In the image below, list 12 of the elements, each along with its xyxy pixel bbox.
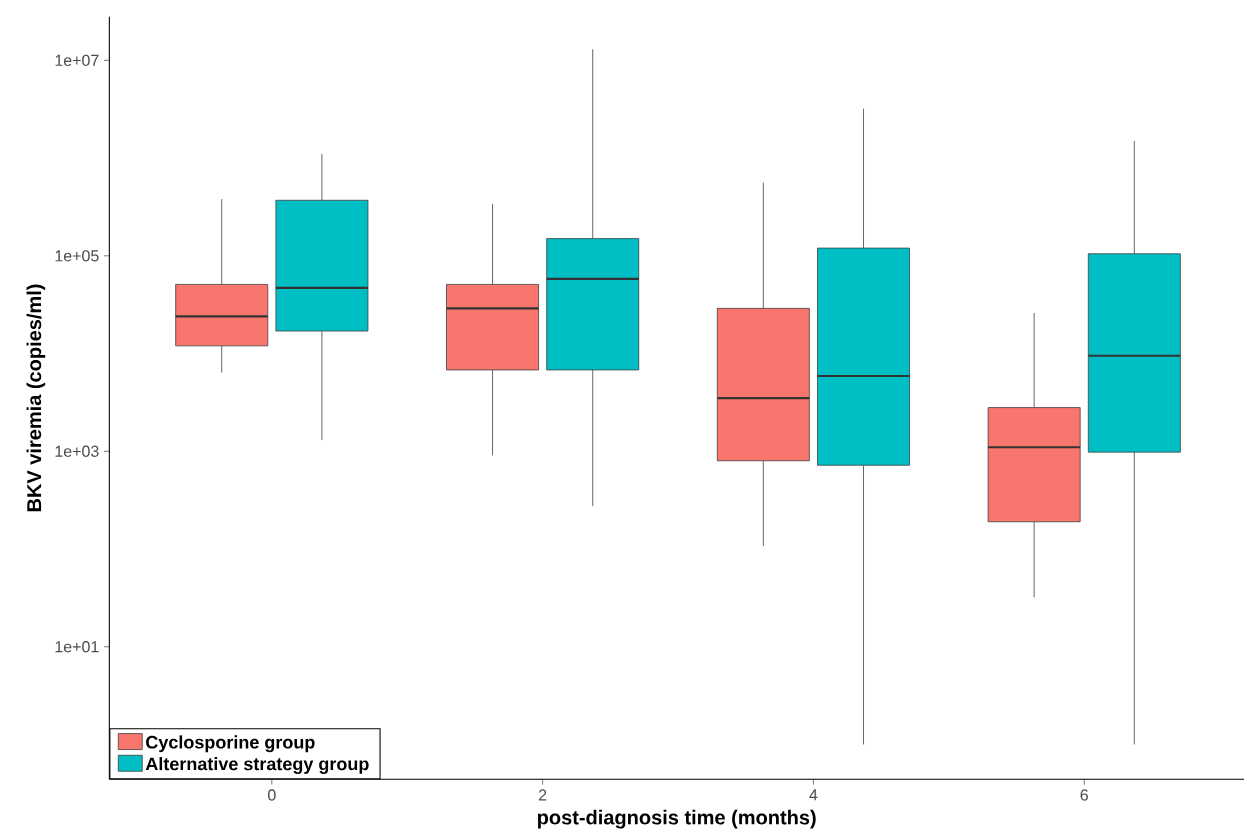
legend-label: Alternative strategy group: [145, 757, 369, 774]
y-axis-title: BKV viremia (copies/ml): [26, 284, 46, 512]
y-tick-label: 1e+01: [55, 641, 99, 653]
x-tick-label: 4: [809, 789, 818, 801]
y-tick-label: 1e+07: [55, 54, 99, 67]
y-tick-label: 1e+05: [55, 250, 99, 262]
x-axis-title: post-diagnosis time (months): [537, 809, 816, 829]
y-tick-label: 1e+03: [55, 445, 99, 457]
x-tick-label: 6: [1080, 789, 1088, 801]
legend-label: Cyclosporine group: [146, 735, 315, 753]
x-tick-label: 0: [268, 789, 276, 801]
x-tick-label: 2: [538, 789, 547, 801]
